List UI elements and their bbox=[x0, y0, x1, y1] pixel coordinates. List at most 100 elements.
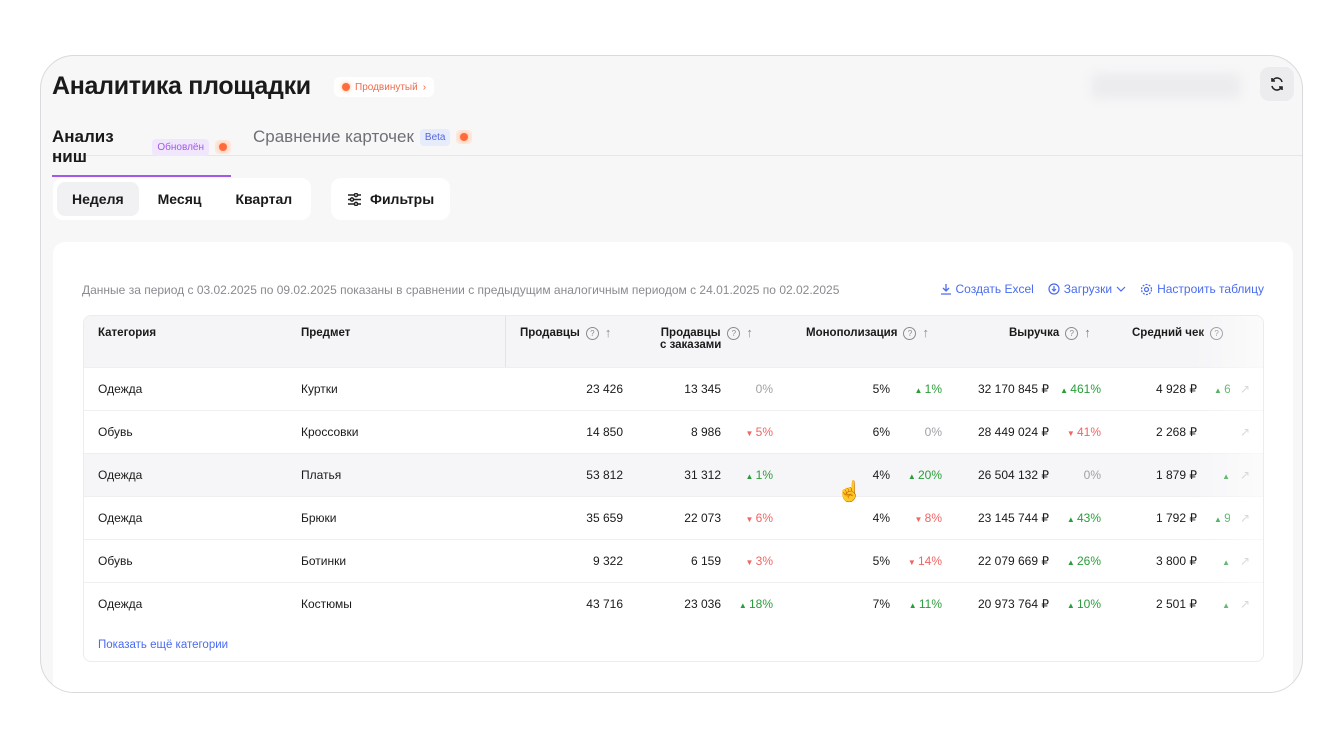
refresh-button[interactable] bbox=[1260, 67, 1294, 101]
arrow-up-icon: ▲ bbox=[907, 472, 918, 481]
beta-badge: Beta bbox=[419, 128, 451, 146]
tab-niche-analysis[interactable]: Анализ ниш Обновлён bbox=[52, 127, 231, 177]
table-row[interactable]: Одежда Куртки 23 426 13 345 0% 5% ▲ 1% 32 170 8… bbox=[84, 367, 1263, 410]
sort-arrow-icon[interactable]: ↑ bbox=[922, 325, 929, 340]
cell-sellers: 53 812 bbox=[586, 468, 623, 482]
cell-avg: 3 800 ₽ bbox=[1156, 554, 1197, 568]
arrow-up-icon: ▲ bbox=[745, 472, 756, 481]
user-account-blurred[interactable] bbox=[1091, 73, 1241, 99]
filters-button[interactable]: Фильтры bbox=[331, 178, 451, 220]
cell-subject: Ботинки bbox=[301, 554, 347, 568]
cell-rev-ch: 0% bbox=[1083, 468, 1101, 482]
cell-so-ch: 0% bbox=[755, 382, 773, 396]
cell-so-ch: ▼ 6% bbox=[745, 511, 773, 525]
refresh-icon bbox=[1271, 77, 1283, 91]
column-category[interactable]: Категория bbox=[98, 327, 157, 339]
plan-badge-label: Продвинутый bbox=[355, 81, 418, 93]
cell-mono: 4% bbox=[872, 511, 890, 525]
arrow-up-icon: ▲ bbox=[908, 601, 919, 610]
analytics-card: Данные за период с 03.02.2025 по 09.02.2… bbox=[53, 242, 1293, 692]
table-row[interactable]: Одежда Брюки 35 659 22 073 ▼ 6% 4% ▼ 8% 23 145 … bbox=[84, 496, 1263, 539]
configure-table-button[interactable]: Настроить таблицу bbox=[1140, 282, 1264, 296]
table-row[interactable]: Одежда Платья 53 812 31 312 ▲ 1% 4% ▲ 20% 26 50… bbox=[84, 453, 1263, 496]
chevron-down-icon bbox=[1116, 286, 1126, 292]
column-sellers-with-orders[interactable]: Продавцы с заказами? ↑ bbox=[660, 325, 753, 351]
arrow-up-icon: ▲ bbox=[1060, 386, 1071, 395]
cell-sellers: 9 322 bbox=[592, 554, 623, 568]
updated-badge: Обновлён bbox=[152, 138, 209, 156]
create-excel-button[interactable]: Создать Excel bbox=[940, 282, 1034, 296]
cell-rev-ch: ▲ 26% bbox=[1066, 554, 1101, 568]
cell-category: Обувь bbox=[98, 425, 133, 439]
show-more-link[interactable]: Показать ещё категории bbox=[98, 639, 229, 651]
cell-avg: 2 501 ₽ bbox=[1156, 597, 1197, 611]
cell-subject: Костюмы bbox=[301, 597, 352, 611]
period-quarter[interactable]: Квартал bbox=[235, 191, 293, 207]
arrow-down-icon: ▼ bbox=[745, 429, 756, 438]
arrow-down-icon: ▼ bbox=[914, 515, 925, 524]
cell-subject: Платья bbox=[301, 468, 342, 482]
tab-label: Сравнение карточек bbox=[253, 127, 414, 146]
period-description: Данные за период с 03.02.2025 по 09.02.2… bbox=[82, 283, 840, 297]
status-dot-icon bbox=[219, 143, 227, 151]
help-icon[interactable]: ? bbox=[903, 327, 917, 340]
cell-mono-ch: ▲ 11% bbox=[908, 597, 942, 611]
app-window: Аналитика площадки Продвинутый › Анализ н… bbox=[40, 55, 1303, 693]
column-sellers[interactable]: Продавцы? ↑ bbox=[520, 325, 612, 340]
sliders-icon bbox=[348, 192, 361, 206]
plan-badge[interactable]: Продвинутый › bbox=[334, 77, 435, 97]
sort-arrow-icon[interactable]: ↑ bbox=[746, 325, 753, 340]
cell-sellers-orders: 8 986 bbox=[690, 425, 721, 439]
cell-rev-ch: ▲ 461% bbox=[1060, 382, 1101, 396]
cell-revenue: 26 504 132 ₽ bbox=[977, 468, 1049, 482]
cell-so-ch: ▼ 5% bbox=[745, 425, 773, 439]
cell-revenue: 32 170 845 ₽ bbox=[977, 382, 1049, 396]
cell-so-ch: ▲ 1% bbox=[745, 468, 773, 482]
cell-rev-ch: ▼ 41% bbox=[1066, 425, 1101, 439]
column-revenue[interactable]: Выручка? ↑ bbox=[1009, 325, 1091, 340]
arrow-up-icon: ▲ bbox=[1066, 515, 1077, 524]
cell-mono: 7% bbox=[872, 597, 890, 611]
cell-mono: 6% bbox=[872, 425, 890, 439]
table-row[interactable]: Одежда Костюмы 43 716 23 036 ▲ 18% 7% ▲ 11% 20 … bbox=[84, 582, 1263, 625]
download-icon bbox=[940, 284, 951, 295]
cell-mono-ch: ▼ 14% bbox=[907, 554, 942, 568]
help-icon[interactable]: ? bbox=[727, 327, 741, 340]
cell-subject: Куртки bbox=[301, 382, 338, 396]
downloads-dropdown[interactable]: Загрузки bbox=[1048, 282, 1126, 296]
column-subject[interactable]: Предмет bbox=[301, 327, 351, 339]
tab-card-comparison[interactable]: Сравнение карточек Beta bbox=[253, 127, 473, 147]
arrow-up-icon: ▲ bbox=[1066, 601, 1077, 610]
hand-cursor-icon: ☝ bbox=[837, 481, 862, 503]
period-week[interactable]: Неделя bbox=[57, 182, 139, 216]
arrow-down-icon: ▼ bbox=[745, 558, 756, 567]
help-icon[interactable]: ? bbox=[585, 327, 599, 340]
cell-sellers-orders: 31 312 bbox=[684, 468, 721, 482]
cell-sellers: 23 426 bbox=[586, 382, 623, 396]
cell-category: Одежда bbox=[98, 468, 143, 482]
cell-mono-ch: 0% bbox=[924, 425, 942, 439]
table-row[interactable]: Обувь Ботинки 9 322 6 159 ▼ 3% 5% ▼ 14% 22 079 … bbox=[84, 539, 1263, 582]
cell-sellers: 14 850 bbox=[586, 425, 623, 439]
cell-so-ch: ▼ 3% bbox=[745, 554, 773, 568]
arrow-up-icon: ▲ bbox=[738, 601, 749, 610]
gear-icon bbox=[1140, 283, 1153, 295]
tab-label: Анализ ниш bbox=[52, 127, 114, 166]
tabs: Анализ ниш Обновлён Сравнение карточек Bet… bbox=[52, 124, 1302, 177]
period-month[interactable]: Месяц bbox=[157, 191, 202, 207]
help-icon[interactable]: ? bbox=[1065, 327, 1079, 340]
filters-label: Фильтры bbox=[370, 191, 435, 207]
cell-category: Обувь bbox=[98, 554, 133, 568]
sort-arrow-icon[interactable]: ↑ bbox=[604, 325, 612, 340]
table-actions: Создать Excel Загрузки Настроить таблицу bbox=[940, 282, 1264, 296]
cell-avg: 1 879 ₽ bbox=[1156, 468, 1197, 482]
arrow-down-icon: ▼ bbox=[907, 558, 918, 567]
table-row[interactable]: Обувь Кроссовки 14 850 8 986 ▼ 5% 6% 0% 28 449 … bbox=[84, 410, 1263, 453]
cell-sellers: 35 659 bbox=[586, 511, 623, 525]
cell-subject: Кроссовки bbox=[301, 425, 359, 439]
cell-rev-ch: ▲ 10% bbox=[1066, 597, 1101, 611]
sort-arrow-active-icon[interactable]: ↑ bbox=[1084, 325, 1091, 340]
period-selector: Неделя Месяц Квартал bbox=[53, 178, 312, 220]
column-monopolization[interactable]: Монополизация? ↑ bbox=[806, 325, 929, 340]
cell-revenue: 23 145 744 ₽ bbox=[977, 511, 1049, 525]
